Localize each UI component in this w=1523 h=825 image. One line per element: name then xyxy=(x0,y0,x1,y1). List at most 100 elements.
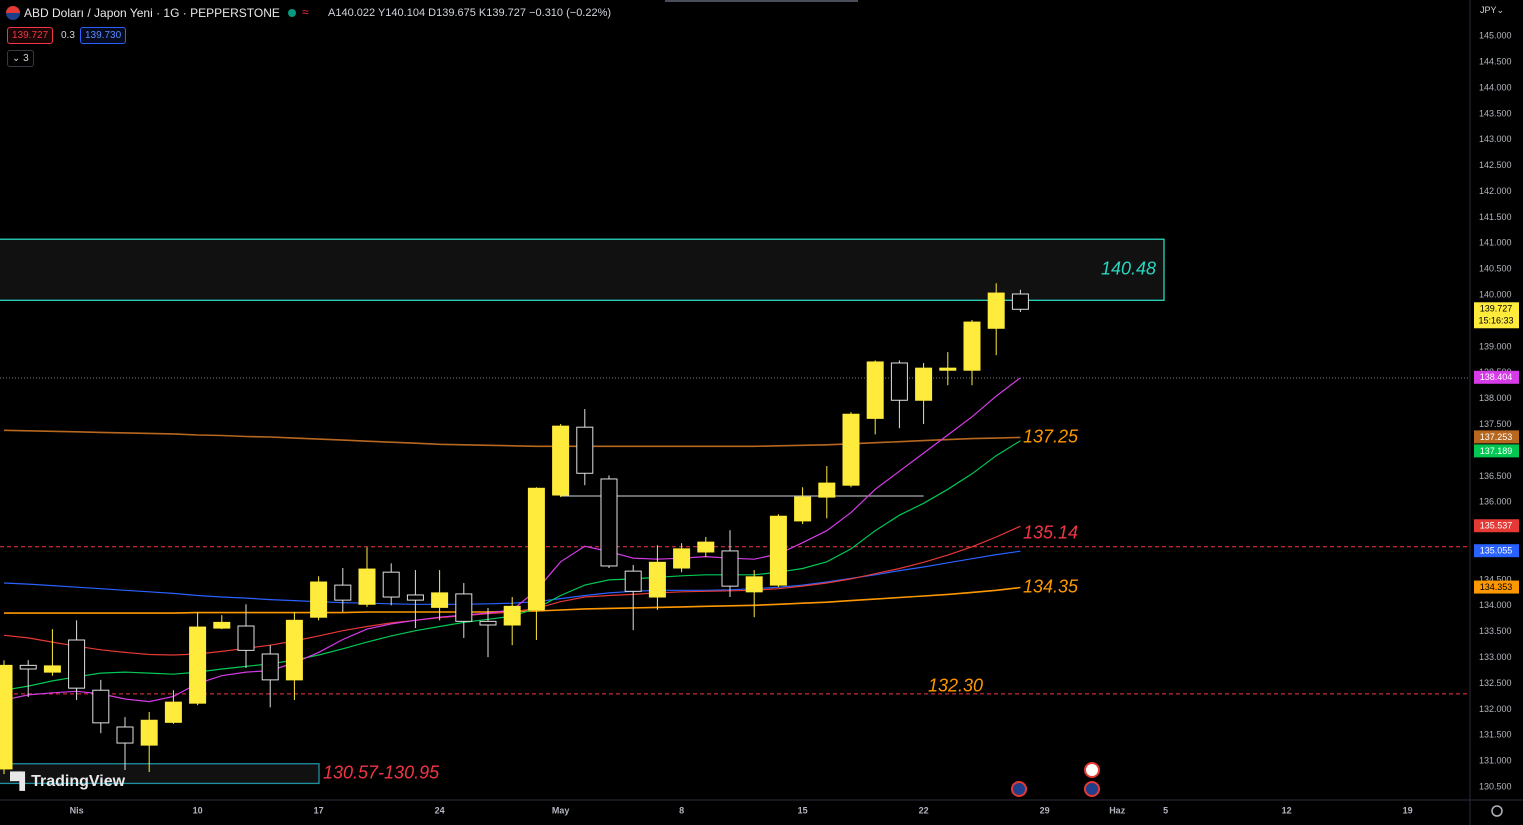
candle-body xyxy=(68,639,86,689)
event-icon[interactable] xyxy=(1084,762,1100,778)
status-icon[interactable]: ≈ xyxy=(302,5,309,19)
x-tick-label: 10 xyxy=(193,805,203,815)
price-badge: 137.189 xyxy=(1474,444,1519,458)
moving-average xyxy=(3,429,1021,448)
candle-body xyxy=(648,561,666,598)
candle-body xyxy=(697,541,715,553)
price-badge: 137.253 xyxy=(1474,430,1519,444)
y-tick-label: 141.000 xyxy=(1479,238,1512,248)
candle-body xyxy=(624,570,642,592)
badge-bg xyxy=(1474,580,1519,594)
sell-button[interactable]: 139.727 xyxy=(7,27,54,44)
candle-body xyxy=(431,592,449,608)
candle-body xyxy=(745,576,763,593)
symbol-title[interactable]: ABD Doları / Japon Yeni · 1G · PEPPERSTO… xyxy=(24,6,280,20)
x-tick-label: 8 xyxy=(679,805,684,815)
zone xyxy=(0,238,1165,301)
x-tick-label: 15 xyxy=(798,805,808,815)
top-tab[interactable] xyxy=(665,0,858,2)
candle-body xyxy=(866,361,884,419)
indicator-toggle[interactable]: ⌄ 3 xyxy=(7,50,34,67)
x-tick-label: May xyxy=(552,805,570,815)
candle-body xyxy=(915,367,933,401)
x-tick-label: 22 xyxy=(919,805,929,815)
y-tick-label: 131.500 xyxy=(1479,730,1512,740)
badge-bg xyxy=(1474,370,1519,384)
y-tick-label: 133.500 xyxy=(1479,626,1512,636)
y-tick-label: 134.000 xyxy=(1479,600,1512,610)
x-tick-label: 17 xyxy=(314,805,324,815)
candle-body xyxy=(479,620,497,626)
candle-body xyxy=(455,593,473,622)
candle-body xyxy=(527,487,545,611)
y-tick-label: 144.000 xyxy=(1479,82,1512,92)
y-tick-label: 142.500 xyxy=(1479,160,1512,170)
x-tick-label: Haz xyxy=(1109,805,1126,815)
candle-body xyxy=(794,496,812,522)
candle-body xyxy=(92,689,110,724)
badge-bg xyxy=(1474,544,1519,558)
candle-body xyxy=(600,478,618,567)
y-tick-label: 130.500 xyxy=(1479,781,1512,791)
candle-body xyxy=(140,719,158,746)
buy-button[interactable]: 139.730 xyxy=(80,27,127,44)
event-icon[interactable] xyxy=(1011,781,1027,797)
currency[interactable]: JPY⌄ xyxy=(1480,5,1505,15)
badge-bg xyxy=(1474,430,1519,444)
candle-body xyxy=(673,548,691,569)
y-tick-label: 136.500 xyxy=(1479,471,1512,481)
candle-body xyxy=(0,664,13,770)
candle-body xyxy=(43,665,61,673)
last-price-text: 139.727 xyxy=(1480,304,1513,314)
x-tick-label: 29 xyxy=(1040,805,1050,815)
settings-icon[interactable] xyxy=(1491,805,1503,817)
last-price-badge xyxy=(1474,302,1519,329)
line-label: 135.14 xyxy=(1023,523,1078,543)
moving-average xyxy=(3,550,1021,605)
candle-body xyxy=(939,367,957,371)
candle-body xyxy=(818,482,836,498)
y-tick-label: 136.000 xyxy=(1479,497,1512,507)
candle-body xyxy=(285,619,303,681)
candle-body xyxy=(406,594,424,601)
candle-body xyxy=(116,726,134,744)
candle-body xyxy=(890,362,908,401)
x-tick-label: 24 xyxy=(435,805,445,815)
y-tick-label: 139.000 xyxy=(1479,341,1512,351)
branding[interactable]: ▀▌ TradingView xyxy=(10,773,125,791)
y-tick-label: 143.500 xyxy=(1479,108,1512,118)
currency-label: JPY xyxy=(1480,5,1497,15)
x-tick-label: 19 xyxy=(1403,805,1413,815)
candle-body xyxy=(721,550,739,587)
x-tick-label: Nis xyxy=(70,805,84,815)
ohlc-high: Y140.104 xyxy=(377,7,426,19)
market-status[interactable] xyxy=(288,9,296,17)
price-badge: 138.404 xyxy=(1474,370,1519,384)
price-badge: 134.353 xyxy=(1474,580,1519,594)
ohlc: A140.022 Y140.104 D139.675 K139.727 −0.3… xyxy=(328,7,611,19)
annotation: 137.25 xyxy=(1023,426,1079,446)
y-tick-label: 132.000 xyxy=(1479,704,1512,714)
price-badge: 135.537 xyxy=(1474,519,1519,533)
y-tick-label: 142.000 xyxy=(1479,186,1512,196)
badge-bg xyxy=(1474,444,1519,458)
candle-body xyxy=(261,653,279,681)
y-tick-label: 131.000 xyxy=(1479,756,1512,766)
candle-body xyxy=(358,568,376,605)
event-icon[interactable] xyxy=(1084,781,1100,797)
candle-body xyxy=(552,425,570,496)
price-badge: 135.055 xyxy=(1474,544,1519,558)
candle-body xyxy=(1011,293,1029,310)
indicator-count: 3 xyxy=(23,53,29,64)
annotation: 134.35 xyxy=(1023,576,1079,596)
x-tick-label: 5 xyxy=(1163,805,1168,815)
badge-text: 137.189 xyxy=(1480,446,1513,456)
zone-label: 130.57-130.95 xyxy=(323,762,440,782)
y-tick-label: 134.500 xyxy=(1479,574,1512,584)
candle-body xyxy=(237,625,255,651)
branding-text: TradingView xyxy=(31,773,126,790)
x-tick-label: 12 xyxy=(1282,805,1292,815)
badge-text: 135.537 xyxy=(1480,521,1513,531)
